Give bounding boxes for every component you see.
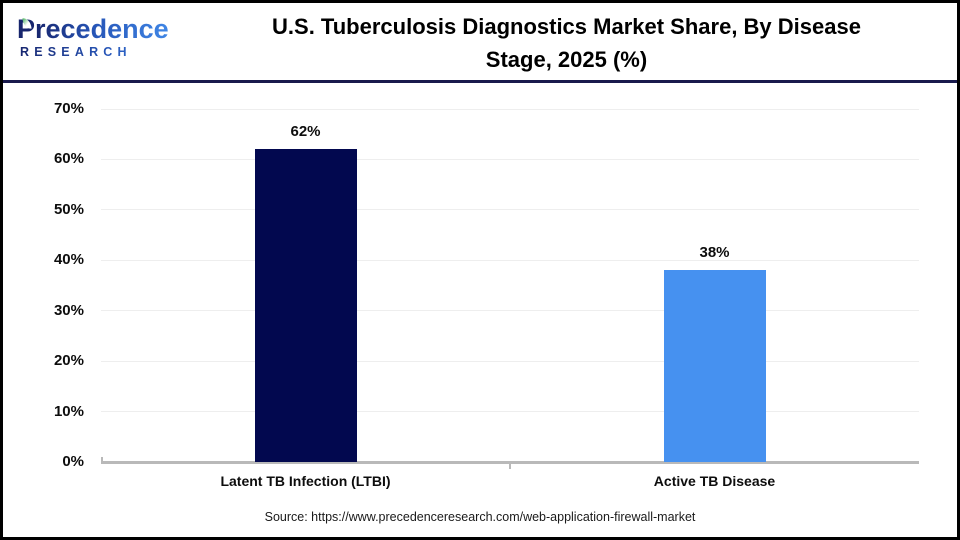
bar-value-label-1: 38% (699, 244, 730, 261)
source-text: Source: https://www.precedenceresearch.c… (264, 510, 696, 524)
ytick-label-40: 40% (53, 251, 84, 269)
bar-0 (254, 149, 357, 462)
gridline-60 (101, 158, 919, 160)
ytick-label-20: 20% (53, 352, 84, 370)
ytick-label-70: 70% (53, 100, 84, 117)
ytick-label-60: 60% (53, 150, 84, 168)
chart-title-line2: Stage, 2025 (%) (485, 47, 648, 72)
chart-title: U.S. Tuberculosis Diagnostics Market Sha… (188, 10, 945, 76)
axis-tick-left (101, 457, 103, 462)
ytick-label-30: 30% (53, 301, 84, 319)
gridline-20 (101, 360, 919, 362)
bar-value-label-0: 62% (290, 123, 321, 140)
gridline-10 (101, 411, 919, 413)
gridline-50 (101, 209, 919, 211)
logo-research-text: RESEARCH (17, 45, 182, 59)
bar-1 (663, 270, 766, 462)
logo-wordmark-rest: recedence (35, 14, 169, 44)
gridline-30 (101, 310, 919, 312)
category-label-1: Active TB Disease (653, 473, 776, 489)
x-axis-line (101, 461, 919, 464)
ytick-label-10: 10% (53, 402, 84, 420)
ytick-label-50: 50% (53, 200, 84, 218)
gridline-70 (101, 108, 919, 110)
logo-p-letter: P (17, 14, 36, 44)
category-label-0: Latent TB Infection (LTBI) (220, 473, 391, 489)
ytick-label-0: 0% (62, 453, 84, 470)
gridline-40 (101, 259, 919, 261)
chart-title-line1: U.S. Tuberculosis Diagnostics Market Sha… (272, 14, 861, 39)
header-divider (3, 80, 957, 83)
plot-area: 0% 10% 20% 30% 40% 50% 60% 70% 62% Latent TB Infe… (54, 100, 919, 489)
axis-tick-center (509, 463, 511, 469)
